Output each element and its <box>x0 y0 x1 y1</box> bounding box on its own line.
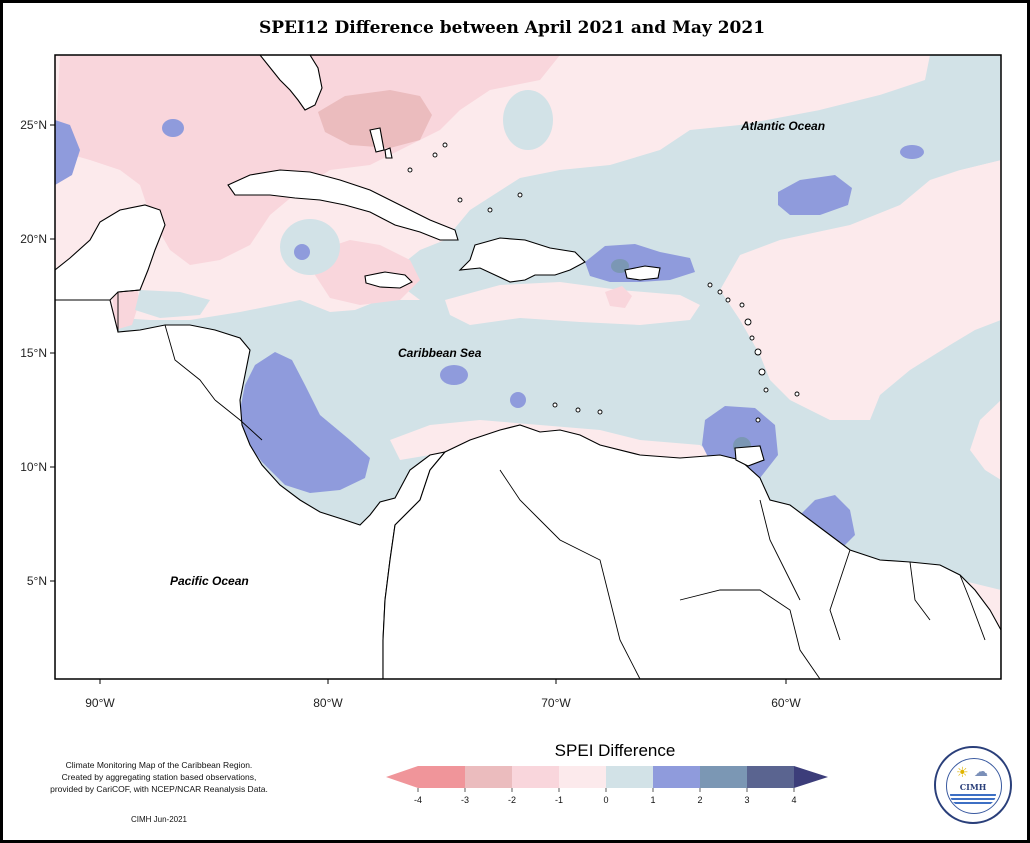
region-pink-belize <box>112 282 140 330</box>
legend-swatch-0 <box>559 766 606 788</box>
sun-icon: ☀ <box>956 764 969 780</box>
legend-swatch-m1 <box>512 766 559 788</box>
lesser-antilles <box>407 142 800 423</box>
legend-tick-m1: -1 <box>555 795 563 805</box>
region-light-blue-north-2 <box>280 219 340 275</box>
waves-icon <box>950 794 996 806</box>
land-masses <box>55 55 1001 679</box>
legend-swatch-m2 <box>465 766 512 788</box>
land-south-america <box>382 424 1001 679</box>
region-blue-small-3 <box>440 365 468 385</box>
lat-axis <box>50 124 55 582</box>
legend-swatch-end <box>794 766 828 788</box>
map-border <box>54 54 1002 680</box>
lat-label-15: 15°N <box>20 346 47 360</box>
region-blue-small-4 <box>510 392 526 408</box>
region-light-blue-west-strip <box>135 290 210 318</box>
region-pink-hispaniola-south <box>605 286 632 308</box>
legend-tick-1: 1 <box>650 795 655 805</box>
credits-line-3: provided by CariCOF, with NCEP/NCAR Rean… <box>50 784 268 794</box>
caribbean-sea-label: Caribbean Sea <box>398 346 482 360</box>
lon-label-60: 60°W <box>771 696 801 710</box>
land-jamaica <box>364 271 413 289</box>
cloud-icon: ☁ <box>974 763 988 779</box>
legend-swatch-4 <box>747 766 794 788</box>
region-blue-puerto-rico <box>585 244 695 282</box>
atlantic-ocean-label: Atlantic Ocean <box>740 119 825 133</box>
lon-label-80: 80°W <box>313 696 343 710</box>
lon-axis <box>99 679 787 684</box>
land-hispaniola <box>458 237 586 283</box>
region-blue-central-america <box>240 352 370 493</box>
lat-label-10: 10°N <box>20 460 47 474</box>
legend-tick-4: 4 <box>791 795 796 805</box>
credits-date: CIMH Jun-2021 <box>130 815 188 824</box>
cimh-logo: ☀ ☁ CIMH <box>934 746 1012 824</box>
region-dark-pink-bahamas <box>318 90 432 148</box>
credits-line-2: Created by aggregating station based obs… <box>61 772 257 782</box>
legend-swatch-3 <box>700 766 747 788</box>
legend-swatch-m3 <box>418 766 465 788</box>
legend-title: SPEI Difference <box>554 741 676 760</box>
land-trinidad <box>734 445 765 467</box>
legend-tick-m4: -4 <box>414 795 422 805</box>
region-slate-1 <box>611 259 629 273</box>
legend-tick-0: 0 <box>603 795 608 805</box>
legend-tick-m3: -3 <box>461 795 469 805</box>
legend-tick-m2: -2 <box>508 795 516 805</box>
region-pink-gulf <box>55 55 560 265</box>
region-light-blue-north-1 <box>503 90 553 150</box>
land-cuba <box>227 169 459 241</box>
land-puerto-rico <box>624 265 661 281</box>
region-blue-left-edge <box>55 120 80 185</box>
logo-text: CIMH <box>959 782 987 792</box>
region-pink-cuba <box>315 240 420 305</box>
region-light-blue-northeast <box>590 172 725 225</box>
region-blue-small-1 <box>162 119 184 137</box>
lat-label-25: 25°N <box>20 118 47 132</box>
legend-tick-2: 2 <box>697 795 702 805</box>
lat-label-20: 20°N <box>20 232 47 246</box>
region-light-pink-mid <box>445 282 700 325</box>
region-blue-atlantic-ellipse <box>778 175 852 215</box>
legend-swatch-m4 <box>386 766 418 788</box>
lat-label-5: 5°N <box>27 574 47 588</box>
legend-swatch-2 <box>653 766 700 788</box>
lon-label-70: 70°W <box>541 696 571 710</box>
country-borders <box>55 289 986 679</box>
lon-label-90: 90°W <box>85 696 115 710</box>
credits-line-1: Climate Monitoring Map of the Caribbean … <box>65 760 253 770</box>
legend-tick-3: 3 <box>744 795 749 805</box>
map-title: SPEI12 Difference between April 2021 and… <box>258 18 766 38</box>
region-light-blue-upper-right <box>810 65 1001 175</box>
land-florida <box>259 55 323 111</box>
legend-colorbar: -4 -3 -2 -1 0 1 2 3 4 <box>386 766 828 805</box>
pacific-ocean-label: Pacific Ocean <box>170 574 249 588</box>
region-light-pink-east <box>720 160 1001 420</box>
region-blue-small-2 <box>900 145 924 159</box>
region-light-pink-east-far <box>970 400 1001 480</box>
legend-swatch-1 <box>606 766 653 788</box>
credits-text: Climate Monitoring Map of the Caribbean … <box>24 759 294 795</box>
land-bahamas <box>369 127 393 159</box>
region-blue-small-5 <box>294 244 310 260</box>
